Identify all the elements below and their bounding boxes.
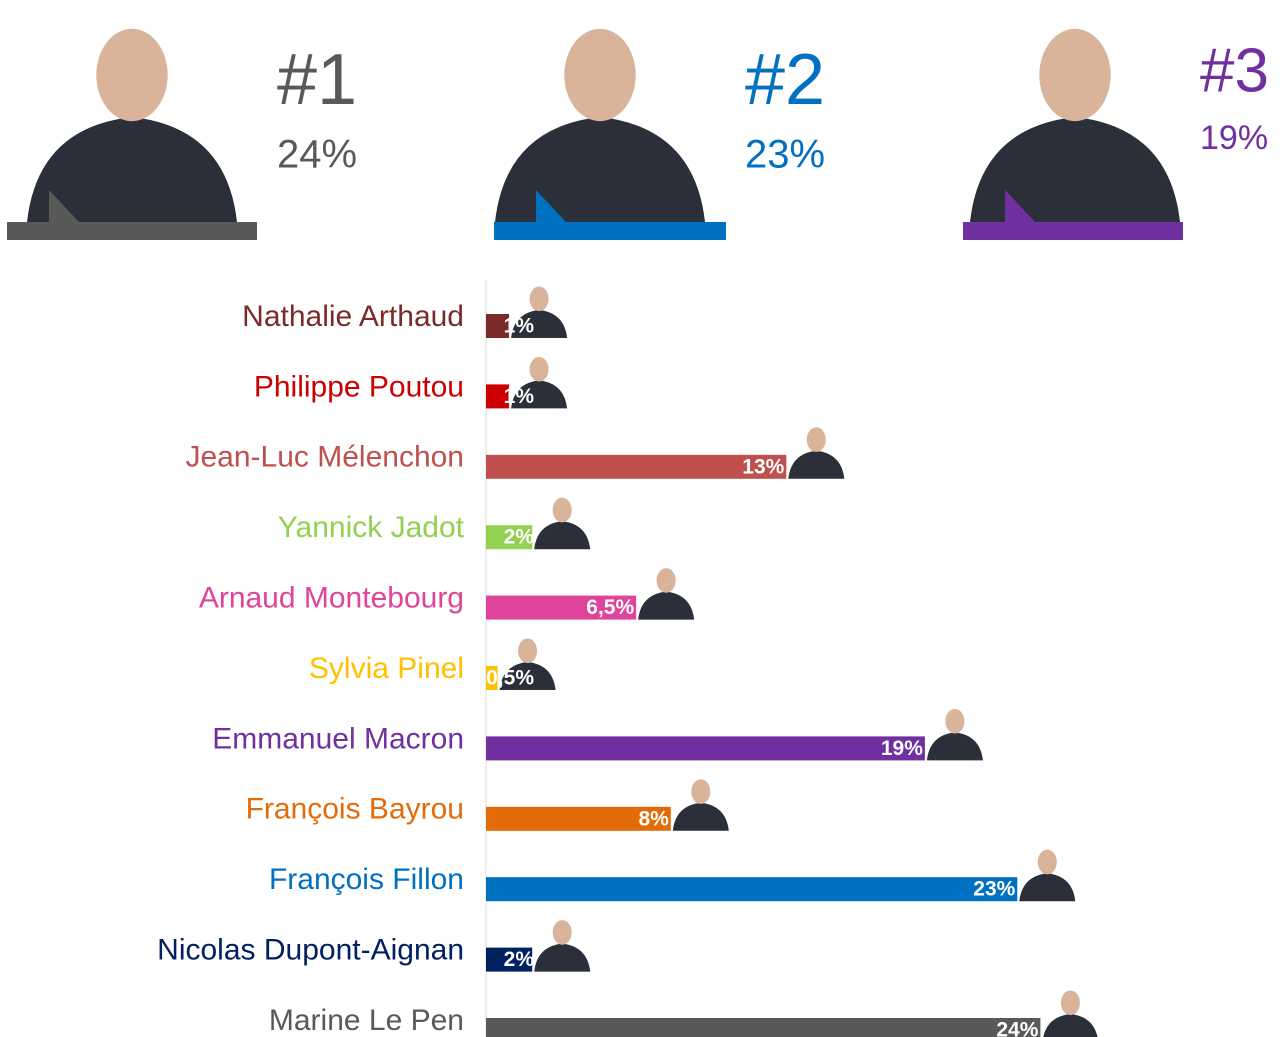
podium-rank: #3	[1200, 36, 1269, 105]
portrait-head	[1037, 849, 1057, 875]
podium-base	[494, 222, 726, 240]
portrait-head	[552, 497, 572, 523]
portrait-body	[534, 521, 591, 550]
category-label: Nicolas Dupont-Aignan	[157, 934, 464, 967]
value-label: 23%	[973, 878, 1015, 901]
value-label: 19%	[881, 737, 923, 760]
bar	[486, 314, 510, 338]
portrait-head	[529, 286, 549, 312]
portrait-head	[806, 427, 826, 452]
value-label: 2%	[504, 526, 535, 549]
category-label: Jean-Luc Mélenchon	[185, 441, 464, 474]
category-label: Philippe Poutou	[254, 370, 464, 403]
podium-flag	[536, 190, 566, 222]
bar	[486, 947, 533, 972]
portrait-body	[638, 591, 695, 620]
value-label: 1%	[504, 315, 535, 338]
bar	[486, 525, 533, 550]
podium-base	[7, 222, 257, 240]
portrait-body	[926, 732, 983, 761]
portrait-head	[564, 28, 636, 122]
portrait-head	[518, 638, 538, 664]
bar	[486, 666, 498, 690]
podium-percent: 23%	[745, 133, 825, 177]
portrait-body	[1019, 873, 1076, 902]
podium-percent: 24%	[277, 133, 357, 177]
bar	[486, 454, 787, 479]
category-label: Nathalie Arthaud	[242, 300, 464, 333]
category-label: François Bayrou	[246, 793, 464, 826]
podium-rank: #2	[745, 40, 825, 120]
bar	[486, 1018, 1041, 1037]
value-label: 24%	[996, 1019, 1038, 1037]
value-label: 1%	[504, 385, 535, 408]
category-label: Sylvia Pinel	[309, 652, 464, 685]
value-label: 13%	[742, 455, 784, 478]
portrait-body	[499, 662, 556, 690]
podium-flag	[49, 190, 79, 222]
portrait-head	[1039, 28, 1111, 122]
category-label: Marine Le Pen	[269, 1004, 464, 1037]
podium-rank: #1	[277, 40, 357, 120]
bar	[486, 595, 637, 620]
bar	[486, 736, 925, 761]
portrait-head	[96, 28, 168, 122]
bar	[486, 384, 510, 409]
value-label: 6,5%	[586, 596, 634, 619]
portrait-head	[1060, 990, 1080, 1016]
category-label: Yannick Jadot	[278, 511, 465, 544]
category-label: Emmanuel Macron	[212, 722, 464, 755]
portrait-body	[970, 117, 1180, 222]
portrait-head	[529, 356, 549, 382]
podium-flag	[1005, 190, 1035, 222]
portrait-head	[691, 779, 711, 804]
portrait-body	[672, 802, 729, 831]
portrait-body	[511, 380, 568, 409]
portrait-body	[1043, 1014, 1098, 1037]
bar	[486, 877, 1018, 902]
podium-base	[963, 222, 1183, 240]
value-label: 2%	[504, 948, 535, 971]
category-label: François Fillon	[269, 863, 464, 896]
portrait-body	[511, 310, 568, 338]
value-label: 0,5%	[486, 667, 534, 690]
podium-percent: 19%	[1200, 119, 1268, 157]
portrait-body	[495, 117, 705, 222]
value-label: 8%	[638, 807, 669, 830]
portrait-head	[656, 568, 676, 593]
portrait-body	[534, 943, 591, 972]
portrait-body	[788, 450, 845, 479]
portrait-head	[552, 920, 572, 945]
portrait-body	[27, 117, 237, 222]
portrait-head	[945, 708, 965, 734]
category-label: Arnaud Montebourg	[199, 582, 464, 615]
bar	[486, 806, 671, 831]
